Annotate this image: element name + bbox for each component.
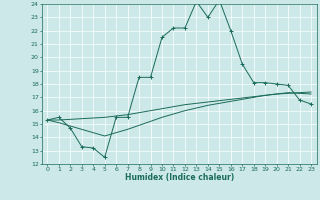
X-axis label: Humidex (Indice chaleur): Humidex (Indice chaleur) — [124, 173, 234, 182]
